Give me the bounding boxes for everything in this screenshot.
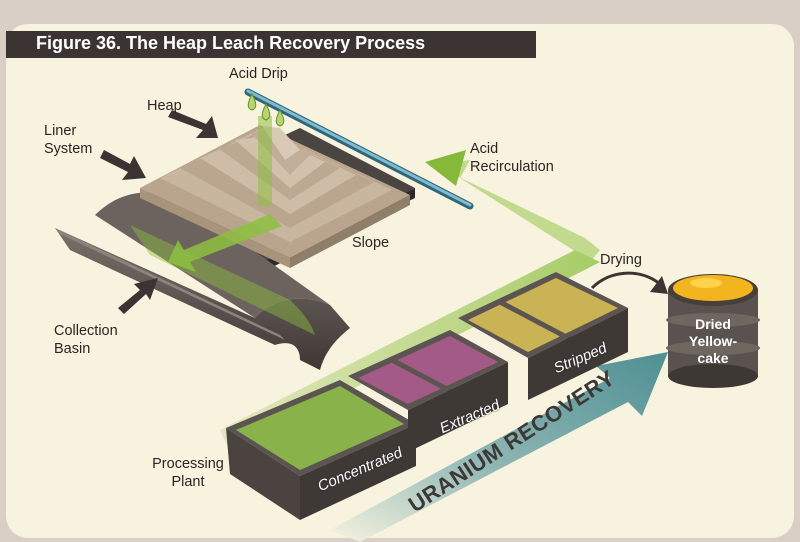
label-liner-line2: System: [44, 141, 93, 157]
figure-title: Figure 36. The Heap Leach Recovery Proce…: [36, 33, 426, 53]
label-processing-plant: Processing Plant: [140, 455, 236, 491]
label-dried-yellowcake: Dried Yellow- cake: [676, 316, 750, 367]
label-acid-recirculation: Acid Recirculation: [470, 140, 554, 176]
tank-concentrated: [226, 380, 416, 520]
acid-pipe-highlight: [246, 89, 472, 207]
label-recirc-line1: Acid: [470, 141, 499, 157]
label-drying: Drying: [600, 252, 642, 268]
acid-recirculation-flow: [436, 160, 600, 262]
yellowcake-barrel: [666, 274, 760, 388]
title-bar: [6, 31, 536, 58]
tank-extracted: [348, 330, 508, 452]
acid-drops: [247, 92, 285, 127]
heap-to-basin-arrow: [168, 214, 282, 272]
liner-pointer: [100, 150, 146, 180]
label-liner-system: Liner System: [44, 122, 92, 158]
acid-recirculation-arrowhead: [425, 150, 466, 186]
label-basin-line1: Collection: [54, 323, 118, 339]
label-basin-line2: Basin: [54, 341, 91, 357]
label-pointer-arrows: [100, 110, 218, 314]
label-yellowcake-line3: cake: [697, 350, 729, 366]
label-collection-basin: Collection Basin: [54, 322, 118, 358]
label-plant-line2: Plant: [171, 474, 205, 490]
basin-pointer: [118, 278, 158, 314]
drying-arrow: [590, 271, 661, 290]
liner-sheet: [95, 192, 330, 318]
heap-pointer: [168, 110, 218, 138]
label-recirc-line2: Recirculation: [470, 159, 554, 175]
uranium-recovery-arrow: [330, 352, 668, 542]
label-plant-line1: Processing: [152, 456, 224, 472]
label-yellowcake-line1: Dried: [695, 316, 731, 332]
collection-basin-lip: [55, 228, 285, 340]
label-liner-line1: Liner: [44, 123, 77, 139]
label-heap: Heap: [147, 98, 182, 114]
drying-arrowhead: [650, 276, 668, 294]
drip-stream: [258, 116, 272, 206]
tank-stripped: [458, 272, 628, 400]
label-acid-drip: Acid Drip: [229, 66, 288, 82]
label-yellowcake-line2: Yellow-: [688, 333, 738, 349]
label-slope: Slope: [352, 235, 390, 251]
